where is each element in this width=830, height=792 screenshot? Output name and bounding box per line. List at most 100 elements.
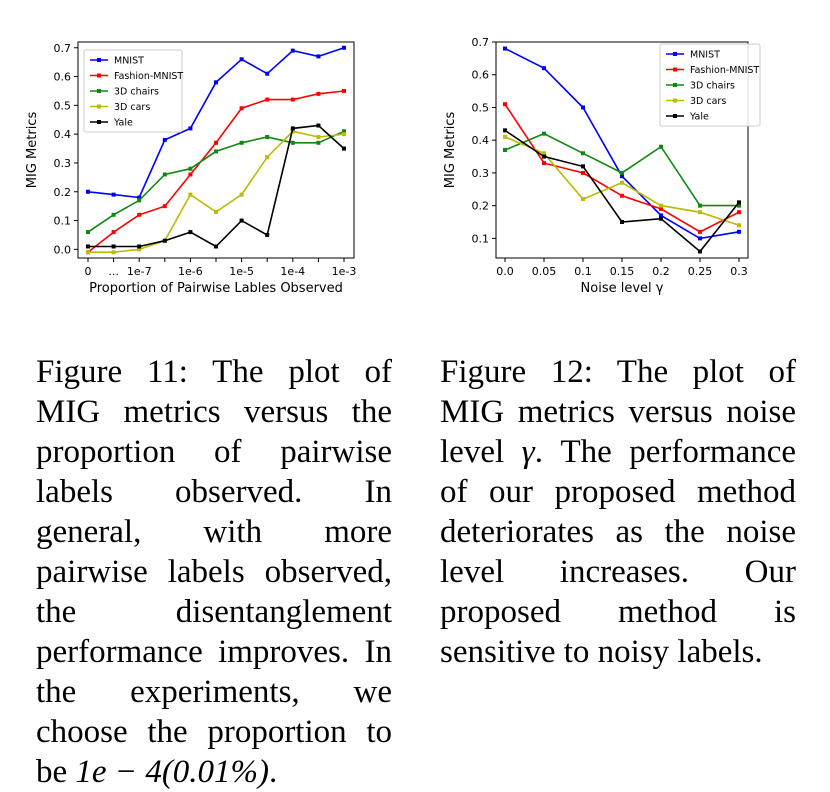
legend-marker-3d-cars bbox=[673, 98, 677, 103]
y-tick-label: 0.3 bbox=[54, 157, 72, 170]
x-tick-label: 0.1 bbox=[574, 265, 592, 278]
data-point-mnist bbox=[581, 105, 585, 110]
data-point-mnist bbox=[239, 57, 244, 62]
data-point-mnist bbox=[698, 236, 702, 241]
data-point-mnist bbox=[265, 71, 270, 76]
figure-12-caption-text-after: . The performance of our proposed method… bbox=[440, 434, 797, 670]
data-point-3d-cars bbox=[620, 180, 624, 185]
x-tick-label: 1e-7 bbox=[127, 265, 152, 278]
data-point-3d-chairs bbox=[111, 212, 116, 217]
data-point-yale bbox=[342, 146, 346, 151]
legend-box bbox=[659, 43, 761, 127]
x-tick-label: 1e-5 bbox=[229, 265, 254, 278]
data-point-3d-cars bbox=[265, 155, 270, 160]
legend-label-fashion-mnist: Fashion-MNIST bbox=[690, 65, 759, 76]
series-line-yale bbox=[504, 129, 740, 253]
data-point-fashion-mnist bbox=[542, 161, 546, 166]
data-point-3d-chairs bbox=[214, 149, 218, 154]
y-tick-label: 0.1 bbox=[54, 215, 72, 228]
y-tick-label: 0.5 bbox=[54, 99, 72, 112]
data-point-3d-cars bbox=[214, 209, 218, 214]
figure-11-caption: Figure 11: The plot of MIG metrics versu… bbox=[36, 352, 392, 792]
legend-label-3d-cars: 3D cars bbox=[690, 96, 726, 107]
data-point-3d-cars bbox=[503, 134, 507, 139]
x-tick-label: 0 bbox=[85, 265, 92, 278]
data-point-yale bbox=[620, 220, 624, 224]
data-point-yale bbox=[137, 244, 142, 249]
data-point-fashion-mnist bbox=[239, 106, 244, 111]
data-point-mnist bbox=[137, 195, 142, 200]
data-point-yale bbox=[86, 244, 90, 249]
data-point-3d-cars bbox=[737, 223, 741, 228]
data-point-mnist bbox=[659, 213, 663, 218]
data-point-3d-cars bbox=[188, 192, 193, 197]
x-tick-label: ... bbox=[108, 265, 119, 278]
data-point-yale bbox=[265, 232, 270, 237]
data-point-yale bbox=[162, 238, 167, 243]
data-point-3d-cars bbox=[316, 135, 321, 140]
data-point-mnist bbox=[620, 174, 624, 179]
legend-label-yale: Yale bbox=[113, 118, 133, 129]
data-point-fashion-mnist bbox=[698, 229, 702, 234]
y-axis-label: MIG Metrics bbox=[25, 112, 40, 189]
data-point-yale bbox=[659, 216, 663, 221]
data-point-mnist bbox=[214, 80, 218, 85]
data-point-yale bbox=[737, 200, 741, 205]
y-tick-label: 0.1 bbox=[472, 232, 490, 245]
x-tick-label: 0.2 bbox=[652, 265, 670, 278]
data-point-3d-cars bbox=[86, 250, 90, 255]
data-point-3d-chairs bbox=[659, 144, 663, 149]
y-axis-label: MIG Metrics bbox=[443, 112, 458, 189]
data-point-fashion-mnist bbox=[111, 230, 116, 235]
legend-label-mnist: MNIST bbox=[114, 56, 144, 67]
y-tick-label: 0.2 bbox=[54, 186, 72, 199]
legend-marker-yale bbox=[673, 114, 677, 118]
data-point-3d-chairs bbox=[265, 135, 270, 140]
series-line-3d-chairs bbox=[87, 130, 345, 233]
data-point-3d-cars bbox=[137, 247, 142, 252]
figure-12-caption-text: Figure 12: The plot of MIG metrics versu… bbox=[440, 354, 796, 470]
data-point-fashion-mnist bbox=[290, 97, 295, 102]
data-point-fashion-mnist bbox=[316, 91, 321, 96]
figure-12-chart: 0.1 0.2 0.3 0.4 0.5 0.6 0.7 0.0 0.05 0.1 0.15 0.2 0.… bbox=[443, 36, 761, 296]
x-tick-label: 0.15 bbox=[610, 265, 635, 278]
legend-label-mnist: MNIST bbox=[690, 50, 720, 61]
legend-marker-3d-cars bbox=[97, 104, 101, 109]
data-point-3d-chairs bbox=[737, 203, 741, 208]
legend-box bbox=[83, 49, 183, 133]
legend-marker-3d-chairs bbox=[97, 89, 101, 93]
x-axis-label: Proportion of Pairwise Lables Observed bbox=[89, 281, 343, 296]
legend-marker-mnist bbox=[673, 52, 677, 56]
data-point-yale bbox=[290, 126, 295, 131]
legend-marker-mnist bbox=[97, 58, 101, 62]
figure-11-chart: 0.0 0.1 0.2 0.3 0.4 0.5 0.6 0.7 0... 1e-7 1e-6 1e-5… bbox=[25, 41, 356, 296]
x-tick-label: 0.25 bbox=[688, 265, 713, 278]
data-point-mnist bbox=[737, 229, 741, 234]
data-point-yale bbox=[581, 164, 585, 169]
data-point-3d-cars bbox=[659, 203, 663, 208]
legend-marker-fashion-mnist bbox=[97, 73, 101, 78]
legend-label-fashion-mnist: Fashion-MNIST bbox=[114, 71, 183, 82]
data-point-mnist bbox=[86, 189, 90, 194]
data-point-3d-cars bbox=[342, 132, 346, 137]
data-point-yale bbox=[316, 123, 321, 128]
data-point-fashion-mnist bbox=[265, 97, 270, 102]
data-point-fashion-mnist bbox=[342, 88, 346, 93]
data-point-yale bbox=[503, 128, 507, 133]
x-axis-label: Noise level γ bbox=[581, 281, 664, 296]
data-point-3d-chairs bbox=[542, 131, 546, 136]
figure-11-caption-math: 1e − 4(0.01%) bbox=[75, 754, 270, 790]
x-tick-label: 0.05 bbox=[532, 265, 557, 278]
x-tick-label: 0.3 bbox=[730, 265, 748, 278]
data-point-fashion-mnist bbox=[162, 204, 167, 209]
y-tick-label: 0.0 bbox=[54, 243, 72, 256]
data-point-3d-chairs bbox=[698, 203, 702, 208]
data-point-3d-chairs bbox=[137, 198, 142, 203]
series-line-3d-cars bbox=[88, 130, 345, 253]
data-point-mnist bbox=[188, 126, 193, 131]
legend-label-3d-chairs: 3D chairs bbox=[690, 81, 735, 92]
data-point-yale bbox=[698, 249, 702, 254]
data-point-yale bbox=[542, 154, 546, 159]
data-point-3d-chairs bbox=[316, 140, 321, 145]
data-point-3d-chairs bbox=[503, 148, 507, 152]
